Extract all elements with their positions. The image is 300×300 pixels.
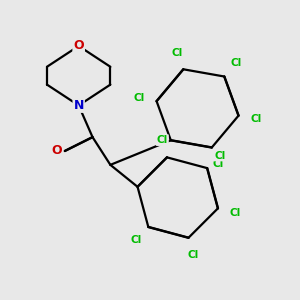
Text: Cl: Cl [172, 47, 183, 58]
Text: N: N [74, 99, 84, 112]
Text: Cl: Cl [188, 250, 199, 260]
Text: O: O [52, 145, 62, 158]
Text: Cl: Cl [212, 159, 224, 169]
Text: Cl: Cl [230, 208, 241, 218]
Text: Cl: Cl [230, 58, 242, 68]
Text: Cl: Cl [134, 93, 145, 103]
Text: O: O [74, 40, 84, 52]
Text: Cl: Cl [130, 235, 141, 244]
Text: Cl: Cl [157, 135, 168, 145]
Text: Cl: Cl [214, 151, 225, 160]
Text: Cl: Cl [250, 114, 262, 124]
